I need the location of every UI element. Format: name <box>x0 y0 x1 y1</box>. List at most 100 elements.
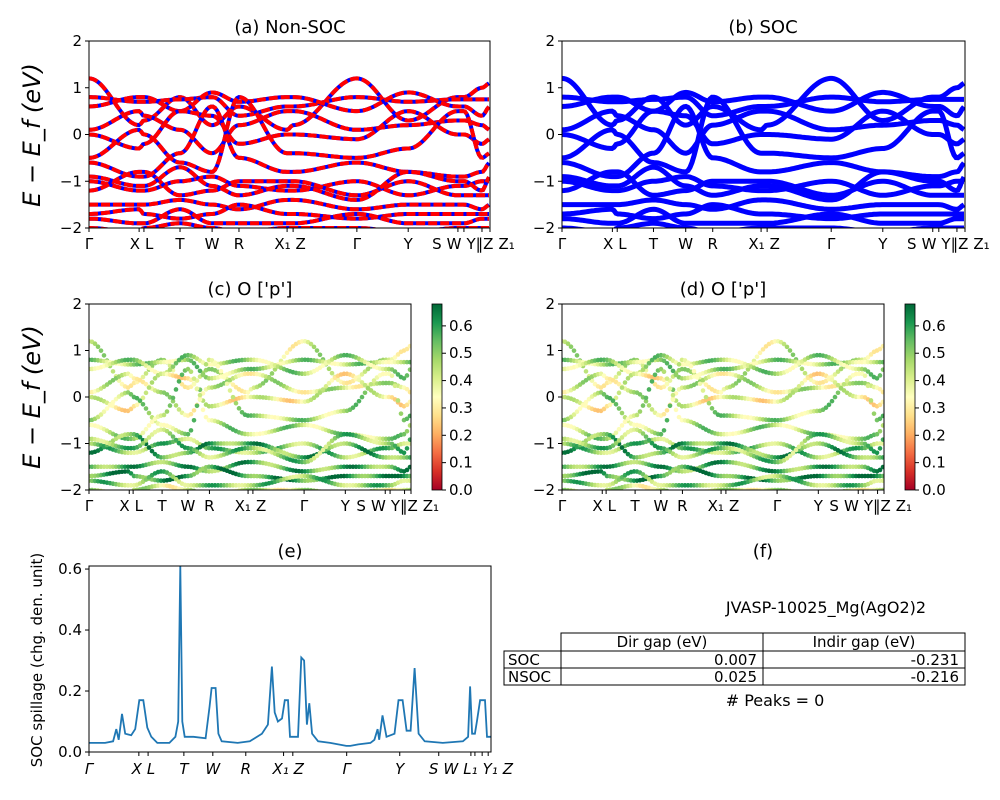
band-point <box>877 416 883 422</box>
band-point <box>149 448 155 454</box>
x-tick-label: T <box>174 235 185 253</box>
band-point <box>221 374 227 380</box>
x-tick-label: Z₁ <box>973 235 989 253</box>
band-point <box>613 441 619 446</box>
band-point <box>227 388 233 393</box>
band-point <box>225 490 230 495</box>
band-point <box>643 474 649 480</box>
band-line-nonsoc <box>89 90 490 118</box>
band-point <box>218 368 224 374</box>
band-point <box>260 381 266 386</box>
x-tick-label: S <box>429 760 439 778</box>
band-point <box>610 398 616 404</box>
colorbar-tick-label: 0.6 <box>922 317 946 335</box>
band-point <box>194 403 200 409</box>
band-point <box>880 455 884 460</box>
band-point <box>590 492 595 497</box>
band-point <box>194 364 200 370</box>
band-point <box>649 357 655 363</box>
band-point <box>661 487 667 490</box>
table-cell: 0.025 <box>714 668 757 686</box>
x-tick-label: L <box>135 497 144 515</box>
x-tick-label: W <box>678 235 693 253</box>
band-point <box>326 441 332 446</box>
band-point <box>287 347 293 352</box>
band-point <box>619 445 625 450</box>
band-point <box>646 387 652 392</box>
band-point <box>392 369 398 374</box>
band-point <box>616 390 622 396</box>
band-point <box>697 381 703 387</box>
band-point <box>824 492 829 497</box>
band-point <box>640 367 646 373</box>
band-point <box>868 446 874 452</box>
band-point <box>170 434 176 439</box>
band-point <box>874 376 880 381</box>
band-point <box>95 488 101 490</box>
band-point <box>201 491 206 496</box>
band-point <box>173 437 179 443</box>
band-point <box>143 406 149 411</box>
band-point <box>101 353 107 358</box>
x-tick-label: S <box>829 497 839 515</box>
band-point <box>314 488 320 490</box>
band-point <box>676 362 682 367</box>
x-tick-label: X₁ <box>708 497 724 515</box>
x-tick-label: T <box>179 760 190 778</box>
x-tick-label: L <box>147 760 155 778</box>
band-point <box>188 428 194 433</box>
band-point <box>401 431 407 437</box>
plot-area <box>562 338 884 497</box>
band-point <box>113 396 119 402</box>
x-tick-label: R <box>234 235 244 253</box>
band-point <box>865 383 871 389</box>
band-line-nonsoc <box>89 174 489 198</box>
band-point <box>222 491 227 496</box>
band-point <box>137 398 143 404</box>
band-point <box>395 372 401 377</box>
band-point <box>404 373 410 378</box>
table-cell: 0.007 <box>714 651 757 669</box>
band-point <box>164 409 170 414</box>
band-point <box>616 406 622 411</box>
band-point <box>395 446 401 452</box>
band-point <box>880 441 884 446</box>
x-tick-label: W <box>844 497 859 515</box>
band-point <box>323 444 329 450</box>
band-point <box>619 423 625 428</box>
y-tick-label: −1 <box>60 172 82 190</box>
x-tick-label: X <box>119 497 129 515</box>
band-point <box>880 343 884 349</box>
x-tick-label: T <box>648 235 659 253</box>
band-point <box>601 373 607 379</box>
band-point <box>354 492 359 497</box>
band-point <box>173 403 179 408</box>
band-point <box>793 387 799 392</box>
band-point <box>269 371 275 376</box>
x-tick-label: R <box>241 760 251 778</box>
y-tick-label: 2 <box>72 32 82 50</box>
band-point <box>838 386 844 391</box>
band-point <box>799 366 805 372</box>
band-point <box>143 426 149 432</box>
band-line-nonsoc <box>89 95 490 174</box>
y-tick-label: 2 <box>545 32 555 50</box>
band-point <box>362 390 368 396</box>
band-point <box>323 384 329 389</box>
band-point <box>200 407 206 413</box>
band-point <box>176 379 182 384</box>
band-point <box>170 395 176 401</box>
x-tick-label: Γ <box>353 235 362 253</box>
band-line <box>562 89 965 119</box>
colorbar-tick-label: 0.4 <box>449 372 473 390</box>
band-point <box>643 434 649 439</box>
title-b: (b) SOC <box>728 17 797 38</box>
band-point <box>670 397 676 403</box>
band-point <box>284 350 290 356</box>
band-point <box>320 387 326 392</box>
band-point <box>649 407 655 412</box>
band-point <box>230 394 236 400</box>
x-tick-label: X₁ <box>235 497 251 515</box>
band-point <box>692 491 697 496</box>
x-tick-label: Γ <box>300 497 309 515</box>
